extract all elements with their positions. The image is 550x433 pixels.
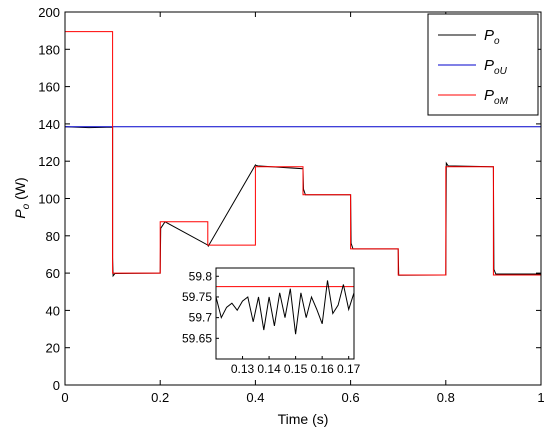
inset-y-tick-label: 59.65 bbox=[182, 331, 212, 345]
inset-x-tick-label: 0.14 bbox=[257, 362, 281, 376]
x-axis-label: Time (s) bbox=[278, 411, 329, 427]
inset-y-tick-label: 59.75 bbox=[182, 290, 212, 304]
inset-x-tick-label: 0.15 bbox=[284, 362, 308, 376]
legend-entry-po: Po bbox=[438, 27, 500, 47]
inset-x-tick-label: 0.13 bbox=[231, 362, 255, 376]
x-tick-label: 0.4 bbox=[246, 390, 264, 405]
x-tick-label: 1 bbox=[537, 390, 544, 405]
inset-x-tick-label: 0.17 bbox=[337, 362, 361, 376]
y-tick-label: 60 bbox=[46, 266, 60, 281]
x-tick-label: 0.6 bbox=[342, 390, 360, 405]
inset-x-tick-label: 0.16 bbox=[310, 362, 334, 376]
y-tick-label: 120 bbox=[38, 154, 60, 169]
svg-text:PoU: PoU bbox=[484, 57, 508, 77]
inset-series-group bbox=[215, 280, 355, 335]
svg-text:Po (W): Po (W) bbox=[12, 177, 32, 218]
legend-entry-pom: PoM bbox=[438, 87, 509, 107]
y-tick-label: 100 bbox=[38, 192, 60, 207]
y-tick-label: 160 bbox=[38, 80, 60, 95]
main-plot: 0 0.2 0.4 0.6 0.8 1 0 20 40 60 80 100 120 140 160 180 20… bbox=[38, 5, 544, 405]
inset-y-tick-label: 59.8 bbox=[189, 269, 213, 283]
y-tick-label: 0 bbox=[53, 378, 60, 393]
svg-text:PoM: PoM bbox=[484, 87, 509, 107]
x-tick-label: 0.8 bbox=[437, 390, 455, 405]
y-tick-label: 40 bbox=[46, 303, 60, 318]
inset-ripple-line bbox=[215, 280, 355, 335]
y-axis-label: Po (W) bbox=[12, 177, 32, 218]
inset-ticks: 0.13 0.14 0.15 0.16 0.17 59.65 59.7 59.75 59.8 bbox=[182, 269, 361, 376]
svg-text:Po: Po bbox=[484, 27, 500, 47]
y-tick-label: 140 bbox=[38, 117, 60, 132]
y-tick-label: 200 bbox=[38, 5, 60, 20]
inset-background bbox=[174, 261, 356, 357]
legend: Po PoU PoM bbox=[427, 13, 539, 116]
inset-frame bbox=[215, 267, 355, 360]
x-tick-label: 0 bbox=[61, 390, 68, 405]
y-tick-label: 80 bbox=[46, 229, 60, 244]
series-pom-line bbox=[65, 31, 541, 276]
main-ticks: 0 0.2 0.4 0.6 0.8 1 0 20 40 60 80 100 120 140 160 180 20… bbox=[38, 5, 544, 405]
legend-entry-pou: PoU bbox=[438, 57, 508, 77]
main-series-group bbox=[64, 31, 541, 278]
x-tick-label: 0.2 bbox=[151, 390, 169, 405]
inset-y-tick-label: 59.7 bbox=[189, 311, 213, 325]
y-tick-label: 20 bbox=[46, 341, 60, 356]
y-tick-label: 180 bbox=[38, 42, 60, 57]
inset-plot: 0.13 0.14 0.15 0.16 0.17 59.65 59.7 59.75 59.8 bbox=[174, 261, 361, 376]
